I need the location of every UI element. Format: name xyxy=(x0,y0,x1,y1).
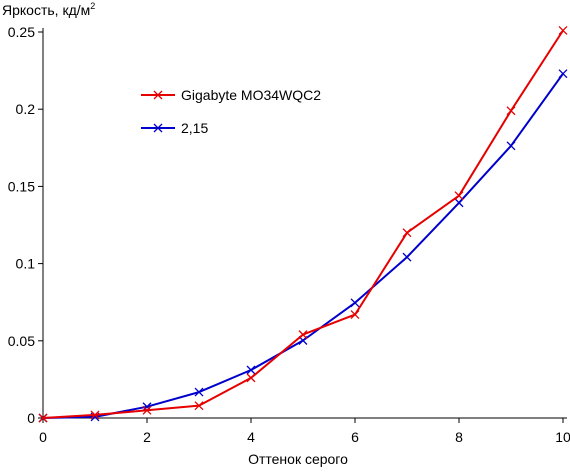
data-point-marker xyxy=(298,330,308,340)
y-axis-label: Яркость, кд/м2 xyxy=(2,1,95,18)
data-point-marker xyxy=(350,298,360,308)
data-point-marker xyxy=(194,387,204,397)
y-tick-label: 0.1 xyxy=(16,256,36,272)
data-point-marker xyxy=(194,401,204,411)
data-point-marker xyxy=(90,410,100,420)
legend-marker xyxy=(153,123,163,133)
series-1 xyxy=(38,25,568,423)
data-point-marker xyxy=(142,405,152,415)
y-tick-label: 0.25 xyxy=(8,24,35,40)
y-tick-label: 0.2 xyxy=(16,101,36,117)
x-tick-label: 6 xyxy=(351,429,359,445)
legend-label: Gigabyte MO34WQC2 xyxy=(181,87,321,103)
x-axis-label: Оттенок серого xyxy=(248,451,348,467)
legend: Gigabyte MO34WQC2 2,15 xyxy=(141,87,321,136)
y-axis-label-text: Яркость, кд/м xyxy=(2,2,90,18)
x-tick-label: 0 xyxy=(39,429,47,445)
legend-item-1: Gigabyte MO34WQC2 xyxy=(141,87,321,103)
data-point-marker xyxy=(246,365,256,375)
y-tick-label: 0.05 xyxy=(8,333,35,349)
data-point-marker xyxy=(506,106,516,116)
legend-marker xyxy=(153,90,163,100)
data-point-marker xyxy=(38,413,48,423)
data-point-marker xyxy=(558,69,568,79)
data-point-marker xyxy=(350,310,360,320)
data-point-marker xyxy=(402,228,412,238)
axes xyxy=(42,28,567,419)
data-point-marker xyxy=(506,141,516,151)
series-lines xyxy=(38,25,568,423)
y-tick-label: 0.15 xyxy=(8,178,35,194)
legend-label: 2,15 xyxy=(181,120,208,136)
data-point-marker xyxy=(454,198,464,208)
series-line xyxy=(42,73,564,419)
x-tick-label: 10 xyxy=(555,429,570,445)
y-tick-label: 0 xyxy=(27,410,35,426)
series-2 xyxy=(38,69,568,423)
data-point-marker xyxy=(454,191,464,201)
x-tick-label: 2 xyxy=(143,429,151,445)
data-point-marker xyxy=(402,252,412,262)
x-tick-label: 8 xyxy=(455,429,463,445)
axis-labels: Яркость, кд/м2 Оттенок серого xyxy=(2,1,348,467)
x-tick-label: 4 xyxy=(247,429,255,445)
data-point-marker xyxy=(246,373,256,383)
y-axis-label-superscript: 2 xyxy=(90,1,95,11)
ticks: 0 0.05 0.1 0.15 0.2 0.25 0 2 4 6 8 10 xyxy=(8,24,570,445)
data-point-marker xyxy=(558,25,568,35)
legend-item-2: 2,15 xyxy=(141,120,208,136)
